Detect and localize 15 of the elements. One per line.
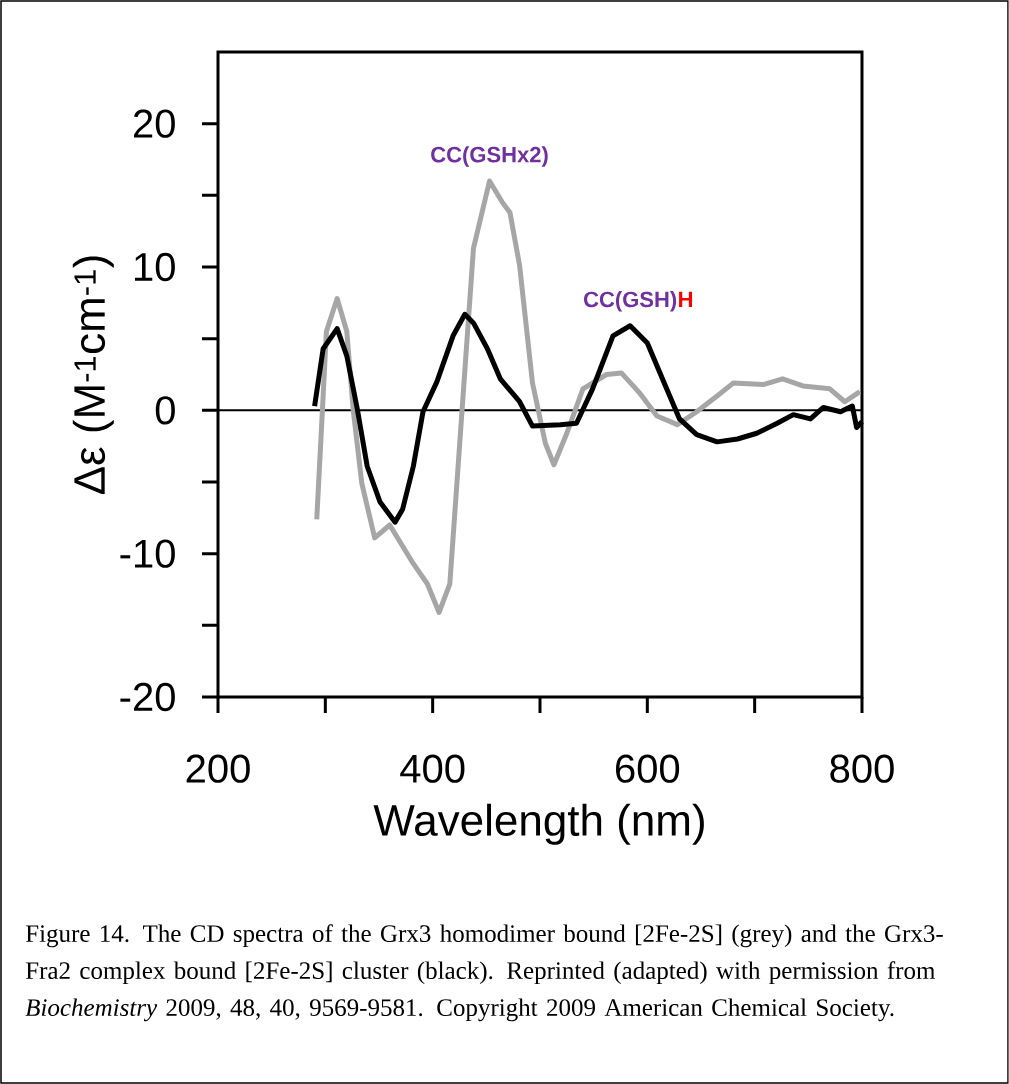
- x-tick-label: 400: [400, 754, 465, 783]
- y-tick-label: -20: [120, 682, 175, 712]
- caption: Figure 14. The CD spectra of the Grx3 homodimer bound [2Fe-2S] (grey) and the Grx3-Fra2 complex bound [2Fe-2S] cluster (black). Reprinted (adapted) with permission from Biochemistry 2009, 48, 40, 9569-9581. Copyright 2009 American Chemical Society.: [25, 924, 943, 1022]
- y-tick-label: 10: [135, 252, 175, 282]
- annotation: CC(GSHx2): [431, 146, 548, 167]
- x-tick-label: 600: [615, 754, 680, 783]
- y-axis-title: Δε (M$^{-1}$cm$^{-1}$): [72, 256, 114, 494]
- x-tick-label: 800: [830, 754, 894, 783]
- x-tick-label: 200: [186, 754, 250, 783]
- annotation: H: [679, 291, 693, 307]
- y-tick-label: 0: [155, 396, 175, 425]
- x-axis-title: Wavelength (nm): [373, 803, 704, 845]
- annotation: CC(GSH): [584, 291, 677, 312]
- y-tick-label: -10: [120, 539, 175, 568]
- y-tick-label: 20: [133, 109, 175, 138]
